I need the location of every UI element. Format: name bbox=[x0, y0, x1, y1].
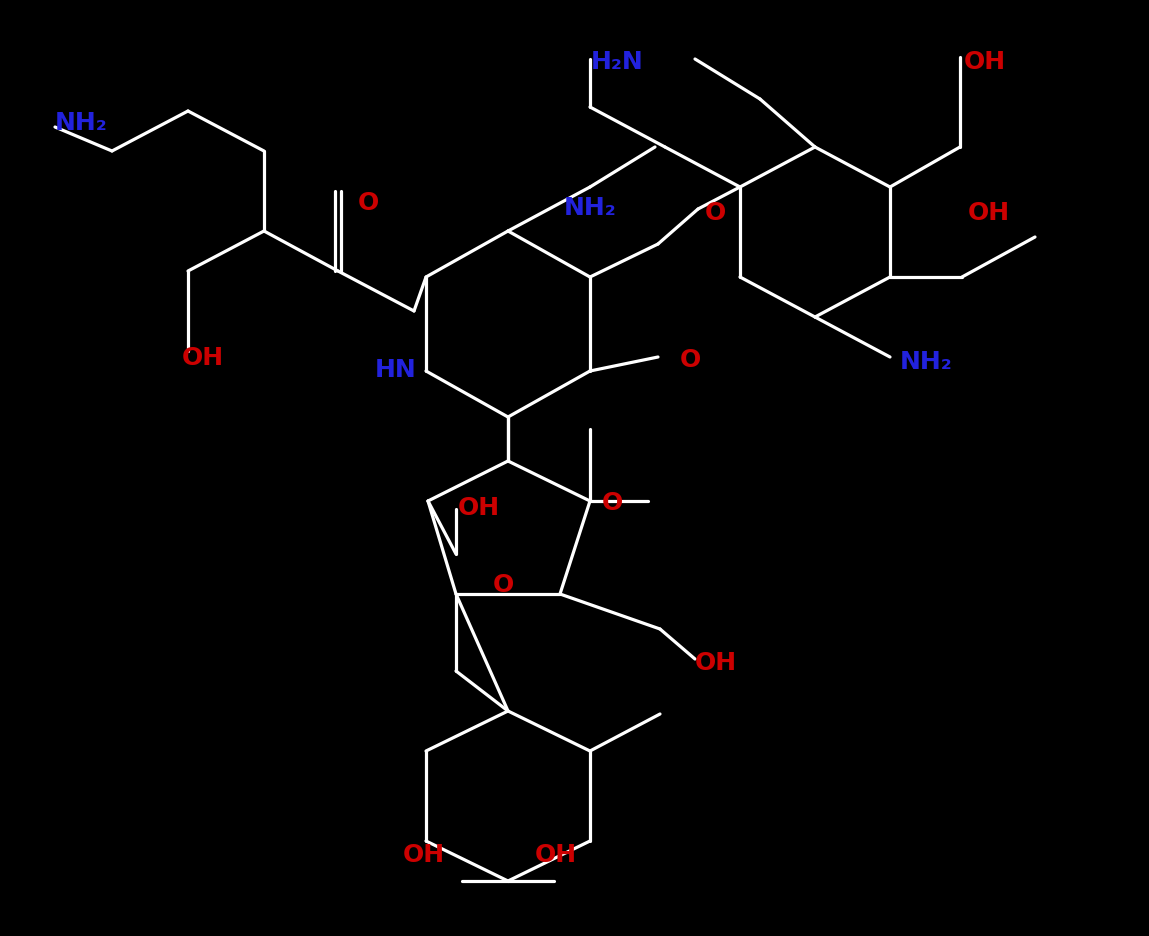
Text: NH₂: NH₂ bbox=[55, 110, 108, 135]
Text: OH: OH bbox=[535, 842, 577, 866]
Text: O: O bbox=[493, 573, 515, 596]
Text: OH: OH bbox=[458, 495, 500, 519]
Text: OH: OH bbox=[964, 50, 1007, 74]
Text: OH: OH bbox=[967, 201, 1010, 225]
Text: O: O bbox=[680, 347, 701, 372]
Text: OH: OH bbox=[403, 842, 445, 866]
Text: O: O bbox=[602, 490, 623, 515]
Text: NH₂: NH₂ bbox=[564, 196, 617, 220]
Text: OH: OH bbox=[182, 345, 224, 370]
Text: O: O bbox=[358, 191, 379, 214]
Text: OH: OH bbox=[695, 651, 738, 674]
Text: H₂N: H₂N bbox=[591, 50, 643, 74]
Text: O: O bbox=[705, 201, 726, 225]
Text: NH₂: NH₂ bbox=[900, 350, 953, 373]
Text: HN: HN bbox=[375, 358, 417, 382]
